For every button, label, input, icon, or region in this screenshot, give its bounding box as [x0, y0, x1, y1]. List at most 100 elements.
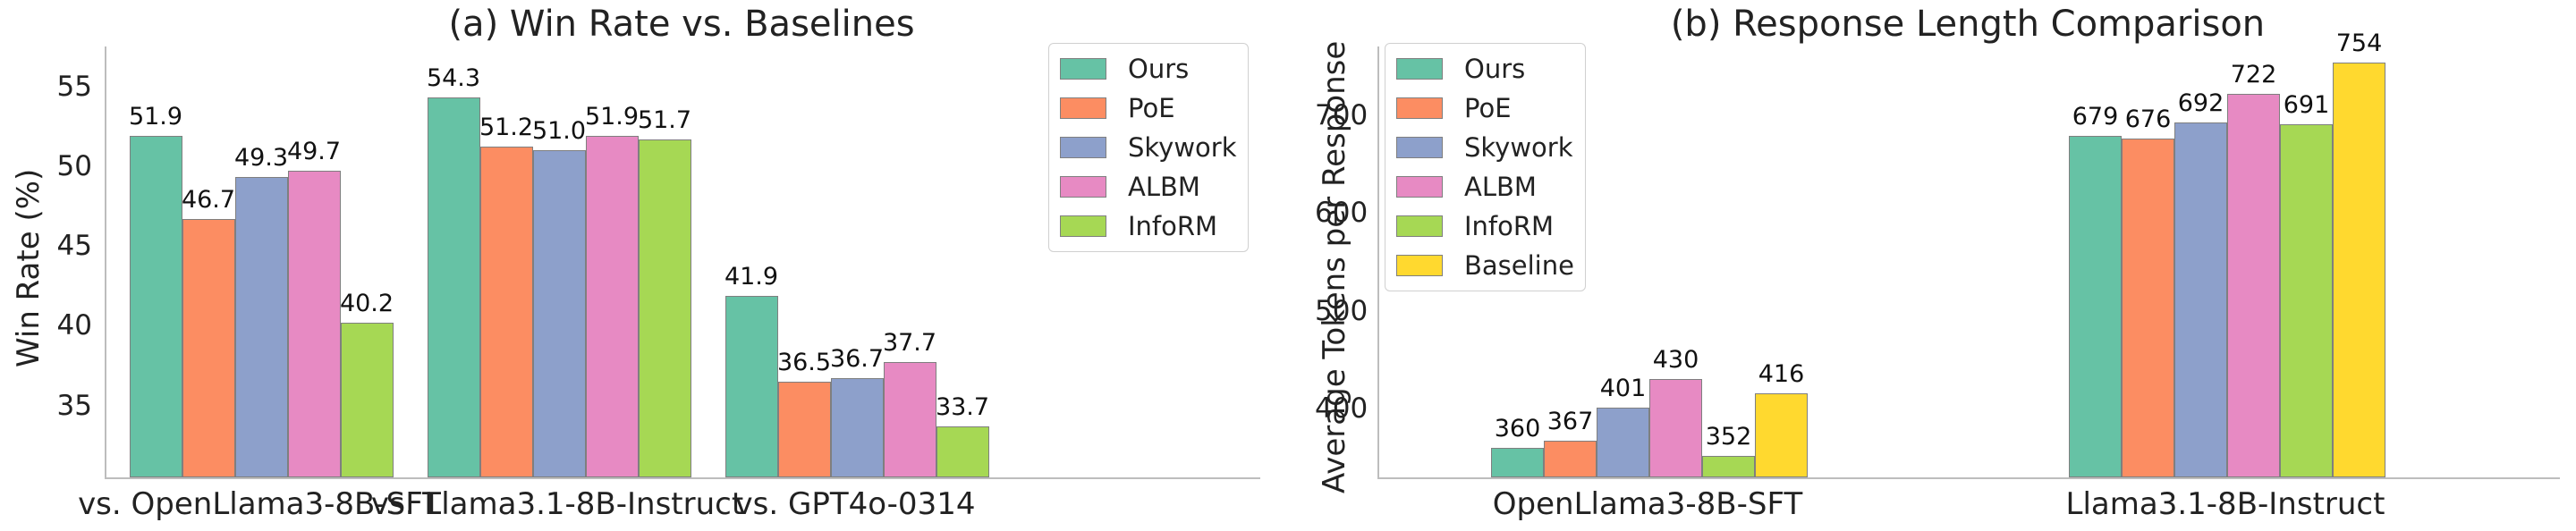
- bar-value-label: 37.7: [882, 329, 937, 358]
- legend-item-albm: ALBM: [1396, 167, 1574, 206]
- bar-albm: [2227, 93, 2280, 477]
- bar-value-label: 51.9: [128, 102, 183, 131]
- bar-value-label: 54.3: [426, 64, 481, 93]
- legend-swatch: [1396, 215, 1443, 237]
- legend-label: Ours: [1464, 54, 1526, 84]
- legend-label: Skywork: [1128, 132, 1237, 163]
- bar-value-label: 51.2: [479, 114, 534, 142]
- y-tick-label: 600: [1315, 197, 1368, 230]
- bar-ours: [724, 295, 778, 477]
- legend-label: Ours: [1128, 54, 1190, 84]
- legend: Ours PoE Skywork ALBM InfoRM Baseline: [1385, 43, 1586, 291]
- legend-item-ours: Ours: [1060, 49, 1237, 88]
- bar-baseline: [2333, 62, 2385, 477]
- bar-value-label: 416: [1758, 359, 1805, 388]
- bar-skywork: [532, 150, 586, 477]
- bar-inform: [340, 322, 394, 477]
- bar-skywork: [2174, 122, 2227, 477]
- y-tick-label: 45: [56, 230, 92, 263]
- bar-value-label: 33.7: [935, 392, 990, 421]
- legend-label: Baseline: [1464, 250, 1574, 281]
- bar-skywork: [830, 378, 884, 477]
- bar-value-label: 36.7: [829, 345, 885, 374]
- x-tick-label: vs. GPT4o-0314: [734, 486, 976, 522]
- chart-panel-win-rate: (a) Win Rate vs. Baselines Win Rate (%) …: [0, 0, 1270, 531]
- bar-value-label: 352: [1705, 422, 1752, 451]
- legend-item-baseline: Baseline: [1396, 246, 1574, 285]
- chart-title: (b) Response Length Comparison: [1670, 4, 2266, 45]
- chart-title: (a) Win Rate vs. Baselines: [448, 4, 915, 45]
- plot-area: 360 367 401 430 352 416 679 676 692 722 691 754: [1377, 30, 2560, 479]
- legend-swatch: [1396, 137, 1443, 158]
- y-tick-label: 40: [56, 309, 92, 342]
- bar-value-label: 401: [1599, 375, 1647, 403]
- bar-ours: [427, 97, 480, 477]
- bar-poe: [777, 381, 831, 477]
- legend-item-albm: ALBM: [1060, 167, 1237, 206]
- bar-value-label: 722: [2230, 60, 2277, 88]
- bar-skywork: [1597, 408, 1649, 477]
- bar-value-label: 51.7: [637, 105, 692, 134]
- bar-albm: [287, 171, 341, 477]
- bar-value-label: 692: [2177, 89, 2224, 118]
- legend-item-poe: PoE: [1060, 88, 1237, 128]
- legend-item-inform: InfoRM: [1060, 206, 1237, 246]
- bar-ours: [129, 135, 182, 477]
- bar-value-label: 46.7: [181, 185, 236, 214]
- chart-panel-response-length: (b) Response Length Comparison Average T…: [1270, 0, 2576, 531]
- legend-swatch: [1060, 215, 1106, 237]
- bar-value-label: 40.2: [339, 289, 394, 317]
- legend-swatch: [1396, 176, 1443, 198]
- bar-value-label: 679: [2072, 102, 2119, 131]
- legend-swatch: [1396, 255, 1443, 276]
- legend-swatch: [1060, 176, 1106, 198]
- y-tick-label: 500: [1315, 294, 1368, 327]
- bar-value-label: 51.0: [531, 117, 587, 146]
- legend-item-ours: Ours: [1396, 49, 1574, 88]
- legend-item-inform: InfoRM: [1396, 206, 1574, 246]
- x-tick-label: vs. OpenLlama3-8B-SFT: [78, 486, 441, 522]
- bar-value-label: 51.9: [584, 102, 640, 131]
- bar-albm: [883, 362, 936, 477]
- bar-poe: [1544, 441, 1597, 477]
- bar-ours: [2069, 135, 2122, 477]
- legend-label: PoE: [1128, 93, 1175, 123]
- y-tick-label: 50: [56, 149, 92, 182]
- x-tick-label: vs. Llama3.1-8B-Instruct: [370, 486, 744, 522]
- bar-value-label: 754: [2335, 29, 2383, 57]
- bar-value-label: 367: [1546, 408, 1594, 436]
- bar-inform: [1702, 455, 1755, 477]
- bar-baseline: [1755, 392, 1808, 477]
- y-tick-label: 400: [1315, 392, 1368, 426]
- bar-inform: [2280, 123, 2333, 477]
- bar-value-label: 430: [1652, 346, 1699, 375]
- x-tick-label: Llama3.1-8B-Instruct: [2065, 486, 2385, 522]
- plot-area: 51.9 46.7 49.3 49.7 40.2 54.3 51.2 51.0 51.9 51.7…: [105, 46, 1260, 479]
- legend-label: PoE: [1464, 93, 1512, 123]
- bar-value-label: 360: [1494, 415, 1541, 443]
- y-tick-label: 55: [56, 70, 92, 103]
- legend-swatch: [1060, 58, 1106, 80]
- legend-label: ALBM: [1128, 172, 1200, 202]
- x-tick-label: OpenLlama3-8B-SFT: [1492, 486, 1803, 522]
- legend-swatch: [1060, 137, 1106, 158]
- bar-value-label: 49.3: [233, 144, 289, 173]
- y-tick-label: 700: [1315, 98, 1368, 131]
- bar-value-label: 676: [2124, 105, 2172, 133]
- bar-ours: [1491, 448, 1544, 477]
- legend-label: ALBM: [1464, 172, 1537, 202]
- legend: Ours PoE Skywork ALBM InfoRM: [1048, 43, 1249, 252]
- legend-swatch: [1396, 58, 1443, 80]
- legend-item-skywork: Skywork: [1396, 128, 1574, 167]
- legend-item-poe: PoE: [1396, 88, 1574, 128]
- y-tick-label: 35: [56, 389, 92, 422]
- bar-value-label: 691: [2283, 90, 2330, 119]
- legend-swatch: [1060, 97, 1106, 119]
- legend-label: Skywork: [1464, 132, 1573, 163]
- legend-label: InfoRM: [1128, 211, 1218, 241]
- bar-inform: [936, 426, 989, 477]
- bar-value-label: 36.5: [776, 348, 832, 376]
- legend-label: InfoRM: [1464, 211, 1555, 241]
- y-axis-label: Win Rate (%): [11, 168, 47, 367]
- bar-poe: [479, 147, 533, 477]
